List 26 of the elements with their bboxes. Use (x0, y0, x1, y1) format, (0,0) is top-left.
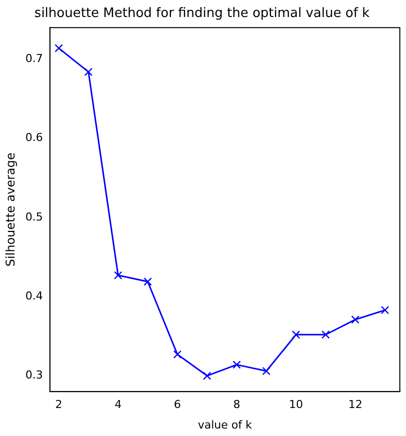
point (202, 372, 212, 380)
point (114, 271, 122, 280)
x-tick-label: 10 (289, 398, 304, 412)
point (351, 315, 360, 324)
chart-title: silhouette Method for finding the optimal value of k (34, 6, 370, 22)
y-tick-label: 0.7 (25, 52, 43, 66)
point (84, 68, 93, 76)
x-axis-title: value of k (198, 418, 252, 432)
point (380, 306, 390, 314)
y-axis-title: Silhouette average (3, 152, 18, 267)
point (262, 366, 270, 376)
x-tick-label: 12 (348, 398, 362, 412)
point (54, 44, 63, 52)
x-tick-label: 4 (114, 398, 122, 412)
point (232, 360, 241, 369)
point (173, 350, 182, 359)
y-tick-label: 0.4 (25, 290, 43, 303)
point (144, 277, 152, 286)
y-tick-label: 0.5 (25, 210, 43, 224)
point (322, 330, 330, 339)
x-tick-label: 8 (233, 398, 240, 412)
point (292, 330, 300, 339)
y-tick-label: 0.6 (25, 131, 43, 144)
x-tick-label: 6 (174, 398, 181, 412)
y-tick-label: 0.3 (25, 368, 43, 382)
x-tick-label: 2 (55, 398, 62, 412)
